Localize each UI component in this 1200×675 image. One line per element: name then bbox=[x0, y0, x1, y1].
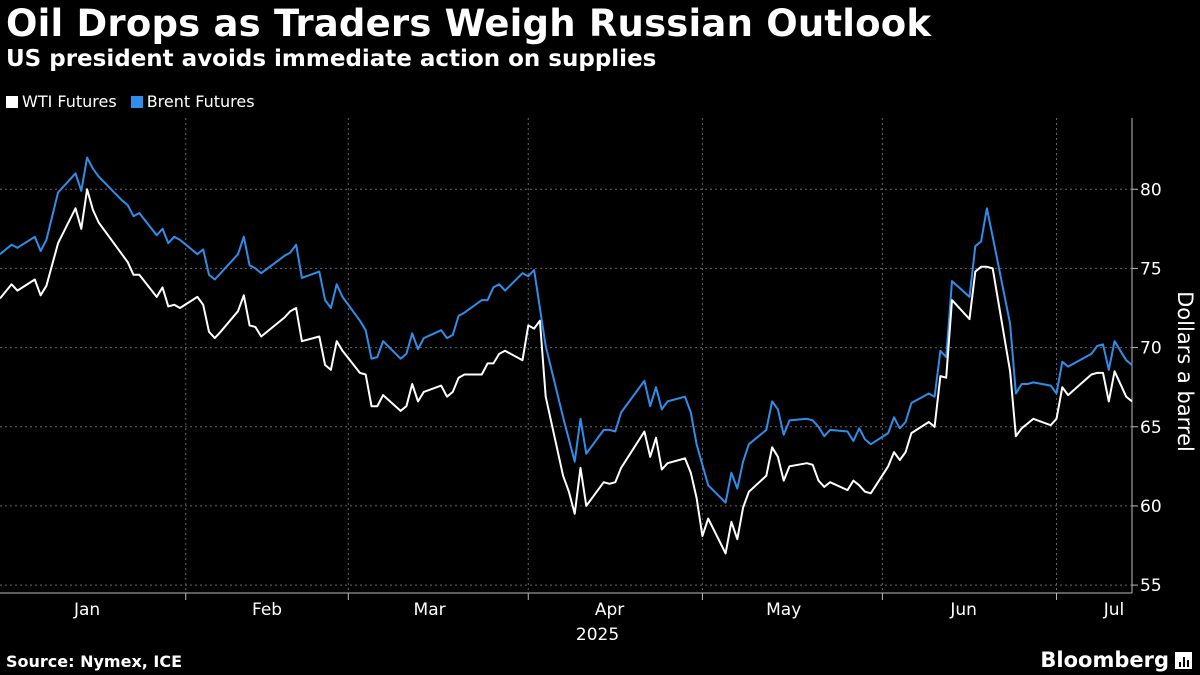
x-tick-label-jul: Jul bbox=[1103, 600, 1125, 620]
y-tick-label-70: 70 bbox=[1140, 339, 1162, 359]
x-tick-label-jan: Jan bbox=[73, 600, 100, 620]
brand-logo: Bloomberg bbox=[1040, 648, 1192, 672]
legend-swatch-brent bbox=[130, 95, 143, 108]
chart-subtitle: US president avoids immediate action on … bbox=[6, 46, 657, 72]
series-line-wti bbox=[0, 188, 1133, 555]
x-tick-label-mar: Mar bbox=[414, 600, 446, 620]
legend-label-wti: WTI Futures bbox=[22, 92, 117, 111]
brand-name: Bloomberg bbox=[1040, 648, 1169, 672]
legend: WTI Futures Brent Futures bbox=[6, 92, 255, 111]
y-tick-label-60: 60 bbox=[1140, 497, 1162, 517]
source-note: Source: Nymex, ICE bbox=[6, 652, 183, 671]
y-tick-label-55: 55 bbox=[1140, 576, 1162, 596]
x-tick-label-jun: Jun bbox=[949, 600, 977, 620]
series-line-brent bbox=[0, 156, 1133, 504]
legend-item-brent: Brent Futures bbox=[130, 92, 255, 111]
bloomberg-icon bbox=[1175, 651, 1192, 669]
x-tick-label-may: May bbox=[766, 600, 801, 620]
legend-item-wti: WTI Futures bbox=[6, 92, 117, 111]
y-tick-label-75: 75 bbox=[1140, 259, 1162, 279]
y-axis-title: Dollars a barrel bbox=[1173, 291, 1197, 452]
x-tick-label-feb: Feb bbox=[252, 600, 282, 620]
y-tick-label-65: 65 bbox=[1140, 418, 1162, 438]
chart-title: Oil Drops as Traders Weigh Russian Outlo… bbox=[6, 2, 932, 45]
y-tick-label-80: 80 bbox=[1140, 180, 1162, 200]
legend-swatch-wti bbox=[6, 95, 18, 108]
x-tick-label-apr: Apr bbox=[595, 600, 624, 620]
legend-label-brent: Brent Futures bbox=[146, 92, 255, 111]
x-axis-year-label: 2025 bbox=[576, 625, 619, 645]
